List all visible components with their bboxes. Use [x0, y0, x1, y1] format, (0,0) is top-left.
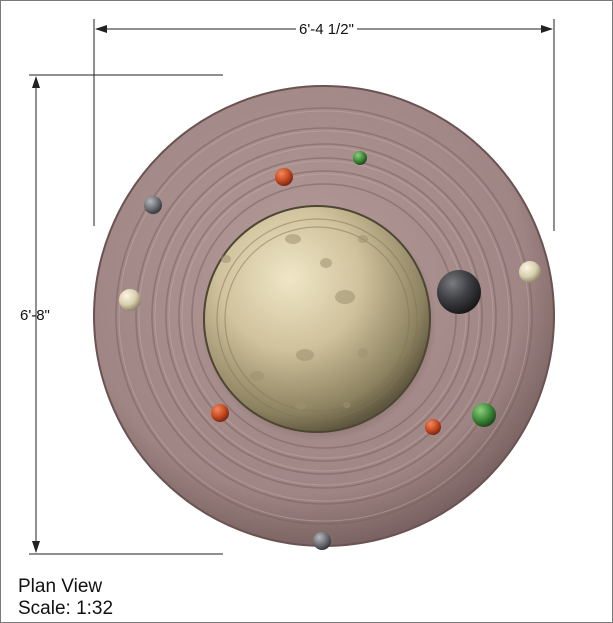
arrow-left-icon — [95, 25, 107, 33]
arrow-right-icon — [541, 25, 553, 33]
view-caption: Plan View Scale: 1:32 — [18, 576, 113, 620]
view-scale: Scale: 1:32 — [18, 598, 114, 619]
gem-gray-left — [144, 196, 162, 214]
gem-orange-top — [275, 168, 293, 186]
dome-craters — [221, 234, 368, 410]
gem-dark-large — [437, 270, 481, 314]
ring-gems — [119, 151, 541, 550]
gem-orange-bottom-left — [211, 404, 229, 422]
gem-cream-left — [119, 289, 141, 311]
gem-orange-bottom-right — [425, 419, 441, 435]
gem-gray-bottom — [313, 532, 331, 550]
gem-green-right — [472, 403, 496, 427]
dimension-extension-lines — [29, 19, 555, 555]
gem-cream-right — [519, 261, 541, 283]
arrow-down-icon — [32, 541, 40, 553]
height-dimension-line — [32, 76, 40, 553]
height-dimension-label: 6'-8" — [20, 307, 50, 324]
view-title: Plan View — [18, 576, 103, 597]
gem-green-top — [353, 151, 367, 165]
width-dimension-label: 6'-4 1/2" — [296, 21, 357, 38]
center-dome — [201, 205, 437, 441]
arrow-up-icon — [32, 76, 40, 88]
